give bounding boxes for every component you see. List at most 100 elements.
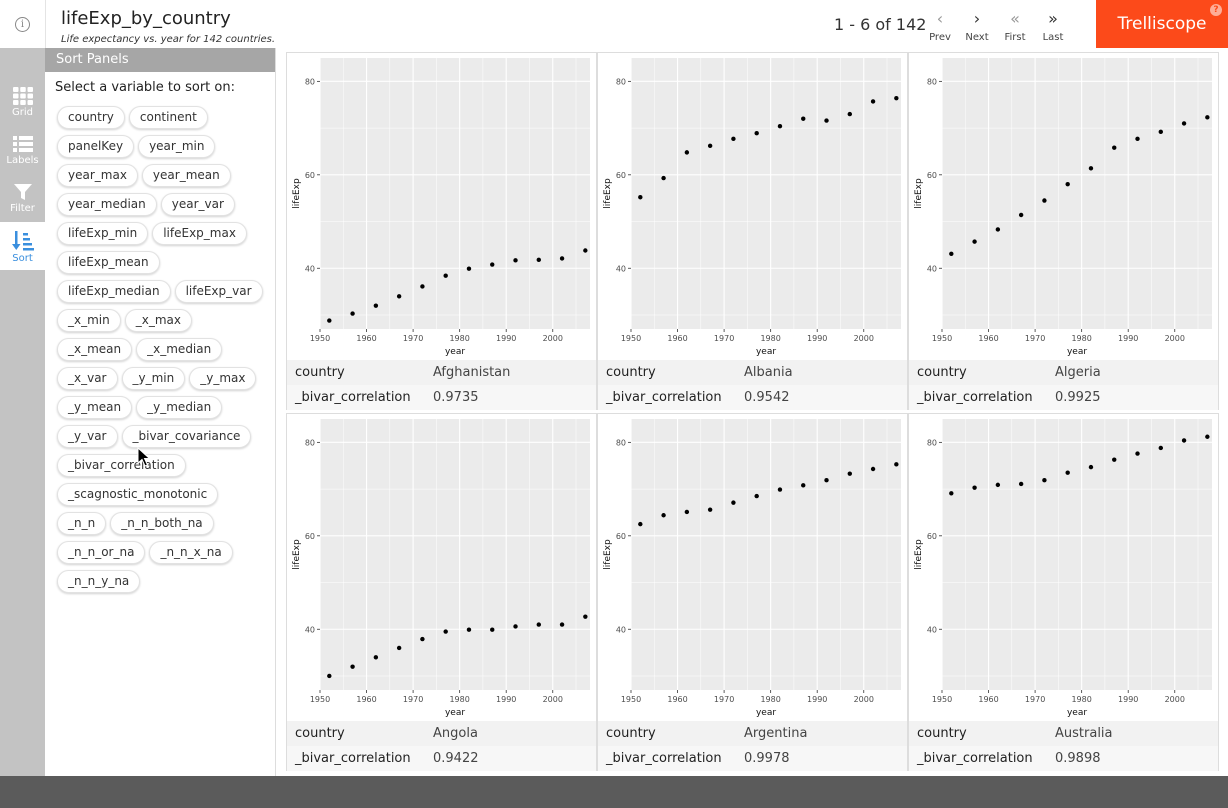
panel-label-key: country bbox=[295, 365, 345, 380]
sort-variable-chip[interactable]: _x_var bbox=[57, 367, 118, 390]
info-button[interactable]: i bbox=[0, 0, 46, 48]
x-axis-label: year bbox=[445, 347, 465, 357]
x-tick-label: 1990 bbox=[496, 334, 516, 343]
plot-background bbox=[631, 419, 901, 690]
next-button[interactable]: › Next bbox=[955, 10, 999, 48]
double-chevron-right-icon: » bbox=[1048, 9, 1058, 28]
sort-variable-chip[interactable]: _x_mean bbox=[57, 338, 133, 361]
display-title: lifeExp_by_country bbox=[61, 8, 231, 29]
panel-label-value: 0.9925 bbox=[1055, 390, 1101, 405]
sort-variable-chip[interactable]: _y_min bbox=[121, 367, 186, 390]
sort-variable-chip[interactable]: _y_max bbox=[189, 367, 257, 390]
data-point bbox=[350, 664, 355, 669]
sort-variable-chip[interactable]: continent bbox=[128, 106, 208, 129]
data-point bbox=[894, 462, 899, 467]
sort-variable-list: country continent panelKey year_minyear_max… bbox=[57, 106, 269, 599]
data-point bbox=[1018, 212, 1024, 218]
x-tick-label: 1990 bbox=[1118, 334, 1138, 343]
x-tick-label: 1990 bbox=[1118, 695, 1138, 704]
data-point bbox=[490, 262, 495, 267]
grid-icon bbox=[12, 87, 33, 105]
sort-variable-chip[interactable]: _bivar_correlation bbox=[57, 454, 186, 477]
sort-variable-chip[interactable]: year_max bbox=[57, 164, 138, 187]
x-tick-label: 1970 bbox=[1025, 695, 1045, 704]
data-point bbox=[466, 266, 472, 271]
tool-filter[interactable]: Filter bbox=[0, 174, 45, 222]
sort-variable-chip[interactable]: lifeExp_mean bbox=[57, 251, 160, 274]
sort-variable-chip[interactable]: _y_mean bbox=[57, 396, 133, 419]
last-button[interactable]: » Last bbox=[1031, 10, 1075, 48]
sort-variable-chip[interactable]: _scagnostic_monotonic bbox=[57, 483, 219, 506]
y-tick-label: 60 bbox=[616, 171, 626, 180]
data-point bbox=[327, 318, 332, 323]
data-point bbox=[972, 485, 977, 490]
tool-grid[interactable]: Grid bbox=[0, 78, 45, 126]
tool-labels[interactable]: Labels bbox=[0, 126, 45, 174]
x-axis-label: year bbox=[1067, 708, 1087, 718]
sort-variable-chip[interactable]: _n_n_both_na bbox=[110, 512, 214, 535]
data-point bbox=[1181, 121, 1187, 126]
x-tick-label: 1950 bbox=[310, 695, 330, 704]
data-point bbox=[1158, 129, 1163, 135]
sort-variable-chip[interactable]: _n_n bbox=[57, 512, 107, 535]
sort-variable-chip[interactable]: year_var bbox=[160, 193, 235, 216]
data-point bbox=[731, 136, 736, 142]
x-tick-label: 2000 bbox=[543, 334, 563, 343]
sort-variable-chip[interactable]: year_median bbox=[57, 193, 157, 216]
panel-label-key: country bbox=[917, 726, 967, 741]
trelliscope-brand[interactable]: Trelliscope ? bbox=[1096, 0, 1228, 48]
y-tick-label: 60 bbox=[927, 532, 937, 541]
data-point bbox=[707, 507, 713, 512]
x-tick-label: 1960 bbox=[667, 334, 687, 343]
next-label: Next bbox=[965, 32, 989, 43]
sort-variable-chip[interactable]: panelKey bbox=[57, 135, 135, 158]
prev-button[interactable]: ‹ Prev bbox=[918, 10, 962, 48]
sort-variable-chip[interactable]: _y_var bbox=[57, 425, 118, 448]
sort-variable-chip[interactable]: _n_n_x_na bbox=[149, 541, 233, 564]
x-tick-label: 2000 bbox=[854, 695, 874, 704]
sort-variable-chip[interactable]: _n_n_y_na bbox=[57, 570, 141, 593]
sort-variable-chip[interactable]: lifeExp_min bbox=[57, 222, 149, 245]
panel-label-row: country Australia bbox=[909, 721, 1218, 746]
x-tick-label: 1960 bbox=[356, 695, 376, 704]
sort-variable-chip[interactable]: year_mean bbox=[141, 164, 231, 187]
sort-variable-chip[interactable]: _bivar_covariance bbox=[121, 425, 252, 448]
sort-variable-chip[interactable]: lifeExp_median bbox=[57, 280, 171, 303]
mouse-cursor-icon bbox=[137, 447, 151, 467]
x-tick-label: 1980 bbox=[1071, 334, 1091, 343]
data-point bbox=[777, 124, 783, 129]
sort-variable-chip[interactable]: lifeExp_var bbox=[174, 280, 263, 303]
sort-variable-chip[interactable]: _x_max bbox=[124, 309, 192, 332]
x-tick-label: 1990 bbox=[807, 334, 827, 343]
first-button[interactable]: « First bbox=[993, 10, 1037, 48]
data-point bbox=[1065, 470, 1070, 475]
data-point bbox=[420, 284, 425, 289]
data-point bbox=[1181, 438, 1187, 443]
y-tick-label: 40 bbox=[616, 625, 626, 634]
sort-variable-chip[interactable]: _x_min bbox=[57, 309, 121, 332]
sort-variable-chip[interactable]: _n_n_or_na bbox=[57, 541, 146, 564]
x-axis-label: year bbox=[445, 708, 465, 718]
sort-variable-chip[interactable]: year_min bbox=[138, 135, 216, 158]
panel-label-value: Australia bbox=[1055, 726, 1113, 741]
tool-sort[interactable]: Sort bbox=[0, 222, 45, 270]
data-point bbox=[1042, 198, 1047, 203]
sort-variable-chip[interactable]: lifeExp_max bbox=[152, 222, 247, 245]
y-tick-label: 80 bbox=[616, 438, 626, 447]
scatter-plot: 40 60 80 1950 1960 1970 1980 1990 2000 year lifeEx… bbox=[914, 419, 1212, 718]
data-point bbox=[972, 239, 977, 244]
y-axis-label: lifeExp bbox=[603, 178, 613, 209]
y-axis-label: lifeExp bbox=[603, 539, 613, 570]
sort-variable-chip[interactable]: country bbox=[57, 106, 125, 129]
y-tick-label: 40 bbox=[927, 625, 937, 634]
sort-instruction: Select a variable to sort on: bbox=[55, 80, 235, 95]
x-tick-label: 1960 bbox=[667, 695, 687, 704]
data-point bbox=[824, 118, 829, 123]
chevron-right-icon: › bbox=[973, 9, 981, 28]
sort-variable-chip[interactable]: _x_median bbox=[136, 338, 223, 361]
y-tick-label: 40 bbox=[305, 264, 315, 273]
help-icon[interactable]: ? bbox=[1210, 4, 1222, 16]
x-tick-label: 1970 bbox=[403, 334, 423, 343]
sort-variable-chip[interactable]: _y_median bbox=[136, 396, 223, 419]
data-point bbox=[583, 614, 588, 619]
